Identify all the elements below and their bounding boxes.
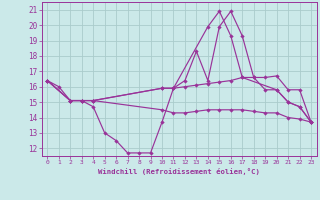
X-axis label: Windchill (Refroidissement éolien,°C): Windchill (Refroidissement éolien,°C) <box>98 168 260 175</box>
